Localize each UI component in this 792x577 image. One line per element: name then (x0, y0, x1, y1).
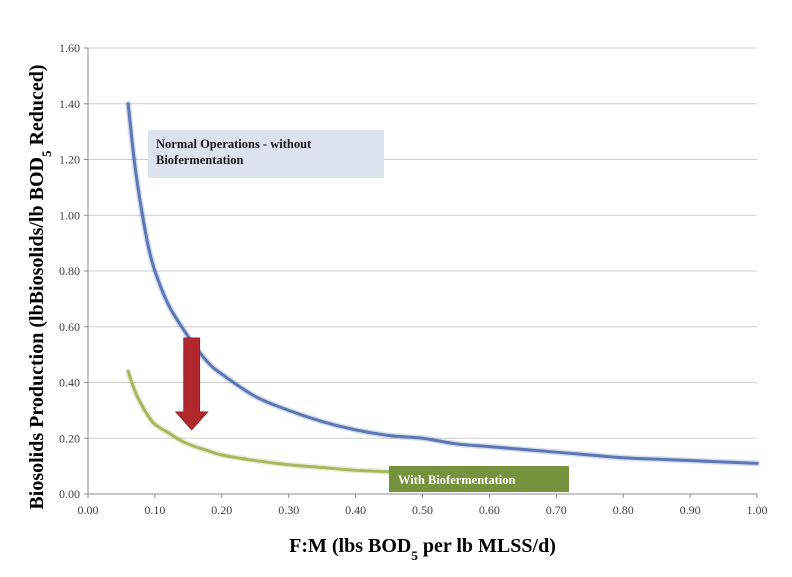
annotations: Normal Operations - without Biofermentati… (148, 130, 569, 492)
y-axis-title: Biosolids Production (lbBiosolids/lb BOD… (26, 64, 54, 509)
x-tick-label: 0.60 (479, 503, 500, 517)
x-tick-label: 0.10 (144, 503, 165, 517)
down-arrow-icon (174, 337, 209, 431)
bio-label-text: With Biofermentation (398, 473, 516, 487)
bio-label-box (389, 466, 569, 492)
x-tick-label: 1.00 (747, 503, 768, 517)
biofermentation-line (126, 369, 391, 474)
x-tick-label: 0.00 (78, 503, 99, 517)
y-tick-label: 1.60 (59, 41, 80, 55)
y-tick-label: 0.40 (59, 376, 80, 390)
gridlines (88, 47, 757, 495)
normal-label-text: Biofermentation (156, 153, 244, 167)
normal-operations-line (126, 102, 759, 465)
x-tick-label: 0.50 (412, 503, 433, 517)
y-tick-label: 0.20 (59, 431, 80, 445)
x-tick-labels: 0.00 0.10 0.20 0.30 0.40 0.50 0.60 0.70 0.80 0.90… (78, 494, 768, 517)
series-lines (125, 100, 760, 475)
x-tick-label: 0.40 (345, 503, 366, 517)
y-tick-labels: 0.00 0.20 0.40 0.60 0.80 1.00 1.20 1.40 1.60 (59, 41, 88, 501)
x-tick-label: 0.80 (613, 503, 634, 517)
y-tick-label: 0.60 (59, 320, 80, 334)
y-tick-label: 0.00 (59, 487, 80, 501)
y-tick-label: 1.40 (59, 97, 80, 111)
x-tick-label: 0.90 (680, 503, 701, 517)
normal-label-box (148, 130, 384, 178)
x-axis-title: F:M (lbs BOD5 per lb MLSS/d) (289, 535, 556, 563)
normal-label-text: Normal Operations - without (156, 137, 312, 151)
y-tick-label: 1.00 (59, 208, 80, 222)
x-tick-label: 0.30 (278, 503, 299, 517)
y-tick-label: 0.80 (59, 264, 80, 278)
x-tick-label: 0.70 (546, 503, 567, 517)
y-tick-label: 1.20 (59, 153, 80, 167)
series-line-glow-1 (125, 368, 393, 475)
x-tick-label: 0.20 (211, 503, 232, 517)
reduction-arrow (174, 337, 209, 431)
